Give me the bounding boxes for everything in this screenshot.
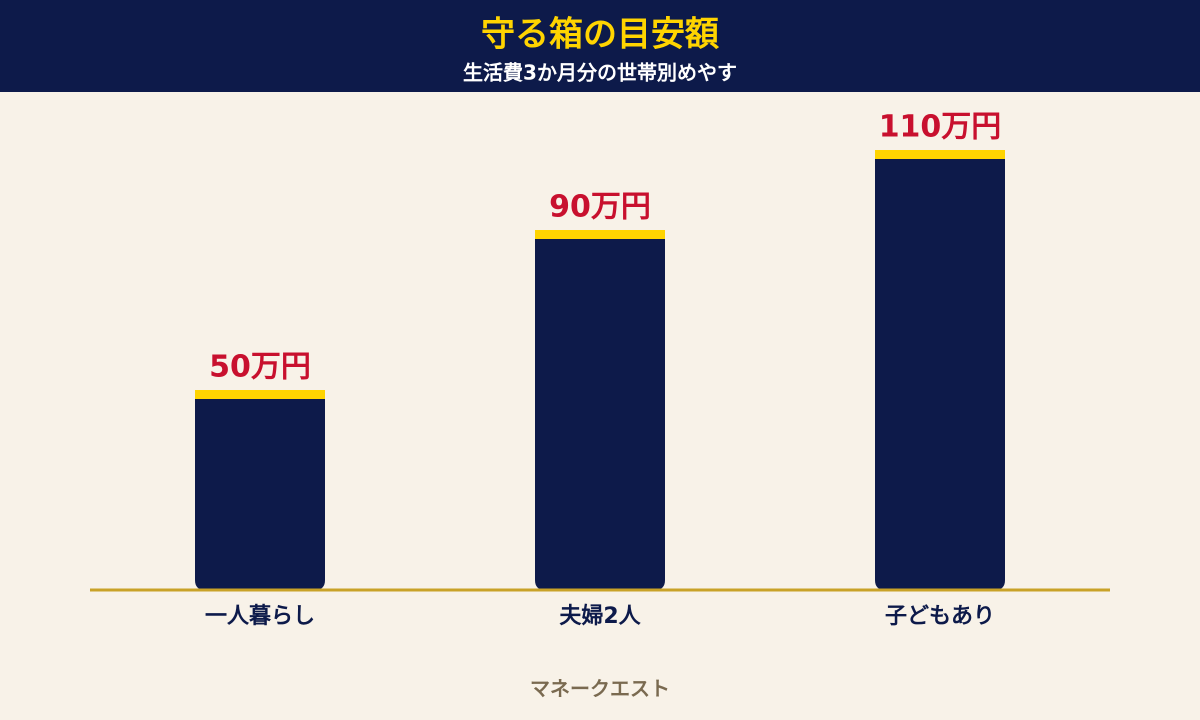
bar xyxy=(535,230,665,590)
chart-subtitle: 生活費3か月分の世帯別めやす xyxy=(463,61,737,85)
x-tick-label: 夫婦2人 xyxy=(559,603,641,629)
chart-title: 守る箱の目安額 xyxy=(481,15,720,55)
bar-cap xyxy=(195,390,325,399)
bar-cap xyxy=(875,150,1005,159)
header xyxy=(0,0,1200,92)
value-label: 50万円 xyxy=(209,350,311,385)
bar-cap xyxy=(535,230,665,239)
source: マネークエスト xyxy=(530,677,670,701)
x-tick-label: 子どもあり xyxy=(885,604,995,629)
bar xyxy=(195,390,325,590)
bar xyxy=(875,150,1005,590)
value-label: 90万円 xyxy=(549,190,651,225)
x-tick-label: 一人暮らし xyxy=(205,604,315,629)
value-label: 110万円 xyxy=(879,110,1002,145)
